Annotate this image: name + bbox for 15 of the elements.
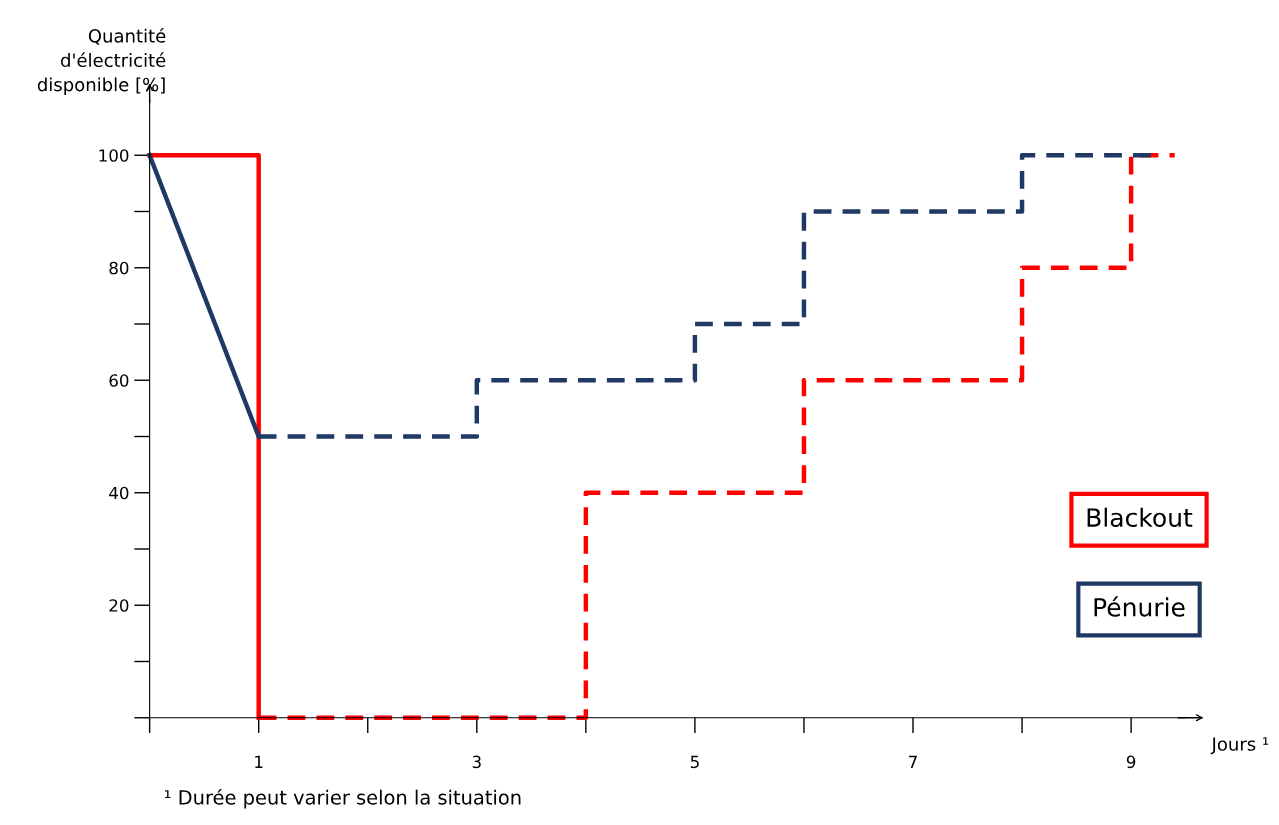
x-tick-label: 5 — [690, 755, 699, 769]
x-tick-label: 3 — [472, 755, 481, 769]
y-tick-label: 20 — [109, 599, 129, 612]
y-axis-title: Quantité d'électricité disponible [%] — [37, 28, 166, 95]
text: Blackout — [1087, 507, 1193, 527]
x-axis-title: Jours ¹ — [1210, 737, 1269, 755]
text: 1 — [255, 755, 263, 768]
y-tick-label: 100 — [99, 149, 129, 162]
text: ¹ Durée peut varier selon la situation — [165, 788, 521, 809]
y-tick-label: 60 — [109, 374, 129, 387]
y-tick-label: 80 — [109, 261, 129, 275]
x-tick-label: 9 — [1126, 755, 1136, 769]
x-tick-label: 7 — [909, 755, 917, 768]
text: Pénurie — [1094, 596, 1185, 617]
y-tick-label: 40 — [109, 486, 129, 500]
